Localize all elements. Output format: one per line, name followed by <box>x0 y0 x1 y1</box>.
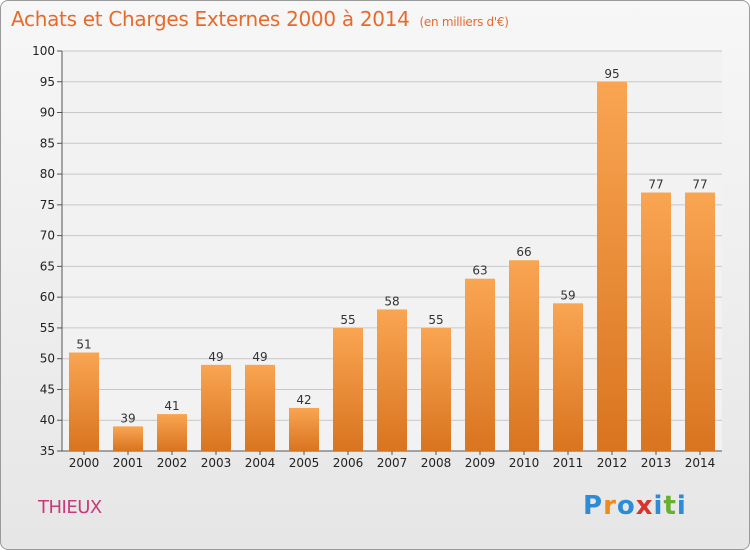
logo-letter: r <box>603 491 617 521</box>
data-label-2014: 77 <box>692 178 707 192</box>
data-label-2001: 39 <box>120 411 135 425</box>
logo-letter: x <box>635 491 654 521</box>
y-tick-label: 90 <box>40 106 55 120</box>
x-tick-label-2003: 2003 <box>201 456 232 470</box>
data-label-2005: 42 <box>296 393 311 407</box>
bar-2013 <box>641 192 671 452</box>
x-tick-label-2012: 2012 <box>597 456 628 470</box>
x-tick-label-2000: 2000 <box>69 456 100 470</box>
x-tick-label-2014: 2014 <box>685 456 716 470</box>
y-tick-label: 70 <box>40 229 55 243</box>
data-label-2009: 63 <box>472 264 487 278</box>
y-tick-label: 100 <box>32 44 55 58</box>
y-tick-label: 50 <box>40 352 55 366</box>
data-label-2000: 51 <box>76 338 91 352</box>
x-tick-label-2010: 2010 <box>509 456 540 470</box>
x-tick-label-2001: 2001 <box>113 456 144 470</box>
y-tick-label: 85 <box>40 136 55 150</box>
data-label-2002: 41 <box>164 399 179 413</box>
y-tick-label: 55 <box>40 321 55 335</box>
chart-title-main: Achats et Charges Externes 2000 à 2014 <box>11 7 410 31</box>
bar-2014 <box>685 192 715 452</box>
bar-2006 <box>333 327 363 451</box>
y-tick-label: 80 <box>40 167 55 181</box>
x-tick-label-2002: 2002 <box>157 456 188 470</box>
y-tick-label: 65 <box>40 259 55 273</box>
data-label-2010: 66 <box>516 245 531 259</box>
y-tick-label: 40 <box>40 413 55 427</box>
y-tick-label: 45 <box>40 382 55 396</box>
bar-2003 <box>201 364 231 451</box>
logo-letter: i <box>676 491 687 521</box>
data-label-2006: 55 <box>340 313 355 327</box>
x-tick-label-2005: 2005 <box>289 456 320 470</box>
chart-title: Achats et Charges Externes 2000 à 2014 (e… <box>11 7 509 31</box>
bar-2007 <box>377 309 407 451</box>
data-label-2013: 77 <box>648 178 663 192</box>
logo-letter: t <box>663 491 677 521</box>
x-tick-label-2008: 2008 <box>421 456 452 470</box>
x-tick-label-2013: 2013 <box>641 456 672 470</box>
y-tick-label: 75 <box>40 198 55 212</box>
bar-2001 <box>113 426 143 451</box>
x-tick-label-2011: 2011 <box>553 456 584 470</box>
bar-2004 <box>245 364 275 451</box>
y-tick-label: 35 <box>40 444 55 458</box>
logo-letter: i <box>653 491 664 521</box>
data-label-2012: 95 <box>604 67 619 81</box>
chart-subtitle: (en milliers d'€) <box>419 15 509 29</box>
bar-2011 <box>553 303 583 451</box>
bar-2008 <box>421 327 451 451</box>
bar-2002 <box>157 414 187 451</box>
data-label-2011: 59 <box>560 288 575 302</box>
data-label-2004: 49 <box>252 350 267 364</box>
data-label-2008: 55 <box>428 313 443 327</box>
proxiti-logo: Proxiti <box>583 491 687 523</box>
data-label-2007: 58 <box>384 294 399 308</box>
bar-2012 <box>597 81 627 452</box>
x-tick-label-2004: 2004 <box>245 456 276 470</box>
bar-2009 <box>465 278 495 451</box>
y-tick-label: 95 <box>40 75 55 89</box>
logo-letter: o <box>616 491 636 521</box>
bar-2005 <box>289 407 319 451</box>
data-label-2003: 49 <box>208 350 223 364</box>
bar-2010 <box>509 260 539 451</box>
bar-2000 <box>69 352 99 451</box>
x-tick-label-2009: 2009 <box>465 456 496 470</box>
x-tick-label-2007: 2007 <box>377 456 408 470</box>
commune-name: THIEUX <box>38 497 102 518</box>
logo-letter: P <box>583 491 604 521</box>
y-tick-label: 60 <box>40 290 55 304</box>
x-tick-label-2006: 2006 <box>333 456 364 470</box>
